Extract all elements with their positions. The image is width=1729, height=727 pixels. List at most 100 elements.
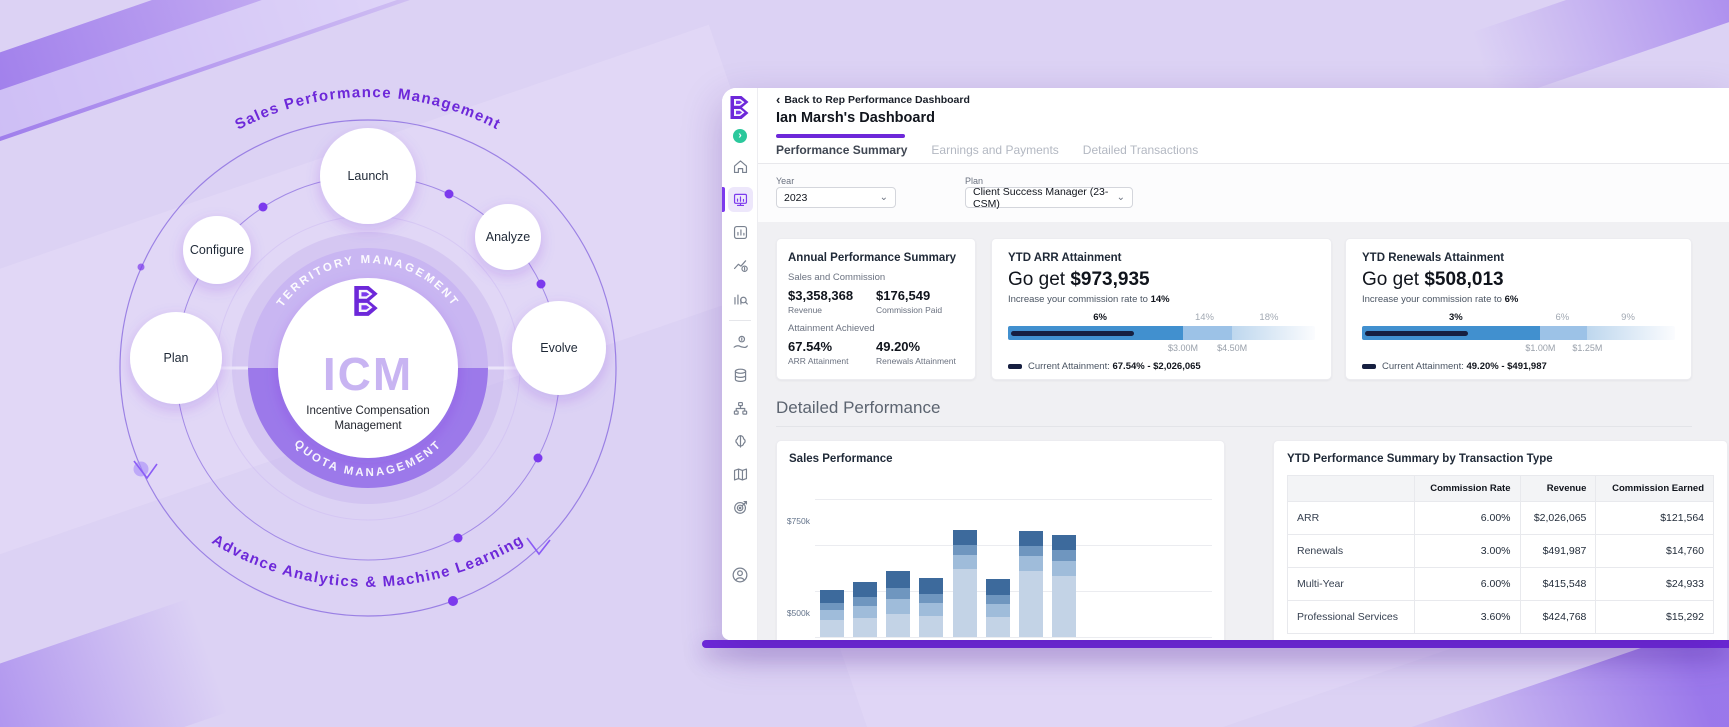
tab-earnings-and-payments[interactable]: Earnings and Payments <box>931 143 1059 157</box>
current-attainment-bar <box>1011 330 1134 336</box>
card-title: Annual Performance Summary <box>788 252 957 264</box>
bar-jun <box>985 579 1010 637</box>
transaction-type-table-card: YTD Performance Summary by Transaction T… <box>1273 440 1728 640</box>
bar-segment <box>919 578 944 594</box>
earnings-trend-icon <box>733 260 748 272</box>
ring-dots <box>137 189 546 606</box>
bar-segment <box>1019 545 1044 557</box>
commission-rate-hint: Increase your commission rate to 14% <box>1008 294 1170 305</box>
svg-text:Configure: Configure <box>190 243 244 257</box>
table-cell: $2,026,065 <box>1519 501 1597 535</box>
chevron-down-icon: ⌄ <box>1116 192 1125 203</box>
table-cell: $14,760 <box>1595 534 1714 568</box>
y-axis-label: $500k <box>786 608 810 618</box>
dashboard-bottom-accent-bar <box>702 640 1729 648</box>
sidebar-item-earnings-trend[interactable] <box>722 249 758 282</box>
header-divider <box>758 163 1729 164</box>
table-cell: 6.00% <box>1414 501 1521 535</box>
goals-icon <box>733 500 747 514</box>
year-select[interactable]: 2023 ⌄ <box>776 187 896 208</box>
tier-labels: 6% 14% 18% <box>1093 312 1279 323</box>
bar-aug <box>1052 534 1077 637</box>
section-label: Attainment Achieved <box>788 323 875 334</box>
year-label: Year <box>776 176 795 186</box>
sidebar-expand-toggle[interactable]: › <box>733 129 747 143</box>
table-row-professional-services: Professional Services 3.60% $424,768 $15,29… <box>1286 600 1714 634</box>
bar-segment <box>919 615 944 637</box>
bar-segment <box>952 545 977 556</box>
sidebar-item-home[interactable] <box>722 150 758 183</box>
territory-ring-half <box>248 248 488 368</box>
back-link[interactable]: ‹ Back to Rep Performance Dashboard <box>776 92 970 107</box>
rep-dashboard-icon <box>733 193 747 207</box>
section-label: Sales and Commission <box>788 272 886 283</box>
commission-rate-hint: Increase your commission rate to 6% <box>1362 294 1519 305</box>
home-icon <box>733 160 747 174</box>
user-avatar-icon[interactable] <box>731 566 749 589</box>
current-attainment-legend: Current Attainment: 67.54% - $2,026,065 <box>1008 361 1315 372</box>
table-cell: 3.00% <box>1414 534 1521 568</box>
svg-text:Analyze: Analyze <box>486 230 531 244</box>
bar-segment <box>985 579 1010 595</box>
brand-logo-icon <box>354 286 378 316</box>
bar-segment <box>886 599 911 614</box>
sidebar-item-hierarchy[interactable] <box>722 392 758 425</box>
table-cell: 3.60% <box>1414 600 1521 634</box>
bar-segment <box>852 617 877 637</box>
sidebar: › <box>722 88 758 640</box>
detailed-performance-heading: Detailed Performance <box>776 398 941 417</box>
column-header-commission-rate: Commission Rate <box>1414 475 1521 502</box>
sidebar-item-goals[interactable] <box>722 491 758 524</box>
bar-jan <box>819 590 844 637</box>
satellite-launch: Launch <box>320 128 416 224</box>
card-title: YTD Renewals Attainment <box>1362 252 1505 264</box>
sidebar-item-rep-dashboard[interactable] <box>722 183 758 216</box>
gridline: $750k <box>787 499 1212 526</box>
bar-segment <box>985 594 1010 604</box>
ytd-arr-attainment-card: YTD ARR Attainment Go get $973,935 Increas… <box>991 238 1332 380</box>
chevron-left-icon: ‹ <box>776 92 781 107</box>
current-attainment-bar <box>1365 330 1469 336</box>
ai-insights-icon <box>734 435 746 448</box>
tab-detailed-transactions[interactable]: Detailed Transactions <box>1082 143 1199 157</box>
sidebar-nav <box>722 150 758 524</box>
milestone-labels: $3.00M $4.50M <box>1167 343 1248 353</box>
bar-segment <box>886 588 911 600</box>
sidebar-item-territories[interactable] <box>722 458 758 491</box>
reports-icon <box>733 225 747 240</box>
y-axis-label: $750k <box>786 516 810 526</box>
bar-segment <box>1052 560 1077 577</box>
bar-segment <box>1052 549 1077 561</box>
data-icon <box>734 368 746 382</box>
sidebar-item-reports[interactable] <box>722 216 758 249</box>
territories-icon <box>733 468 747 481</box>
bar-chart-plot: $750k $500k $250k 0 <box>787 477 1212 638</box>
brand-logo-icon <box>730 96 749 119</box>
bar-segment <box>1019 570 1044 637</box>
sidebar-item-commissions[interactable] <box>722 326 758 359</box>
gridline: $250k <box>815 591 1212 592</box>
satellite-plan: Plan <box>130 312 222 404</box>
bar-segment <box>852 597 877 606</box>
plan-select[interactable]: Client Success Manager (23-CSM) ⌄ <box>965 186 1133 210</box>
revenue-metric: $3,358,368 Revenue <box>788 288 854 315</box>
title-underline <box>776 134 905 138</box>
column-header <box>1286 475 1416 502</box>
table-cell: $121,564 <box>1595 501 1714 535</box>
table-row-renewals: Renewals 3.00% $491,987 $14,760 <box>1286 534 1714 568</box>
bar-segment <box>919 593 944 603</box>
table-cell: 6.00% <box>1414 567 1521 601</box>
sidebar-item-ai-insights[interactable] <box>722 425 758 458</box>
table-cell: $415,548 <box>1519 567 1597 601</box>
table-row-multi-year: Multi-Year 6.00% $415,548 $24,933 <box>1286 567 1714 601</box>
tab-performance-summary[interactable]: Performance Summary <box>776 143 908 157</box>
sidebar-item-analytics-search[interactable] <box>722 282 758 315</box>
content-area: Annual Performance Summary Sales and Com… <box>758 222 1729 640</box>
performance-table: Commission Rate Revenue Commission Earned … <box>1286 475 1714 634</box>
sidebar-item-data[interactable] <box>722 359 758 392</box>
page-title: Ian Marsh's Dashboard <box>776 110 935 126</box>
icm-caption-line1: Incentive Compensation <box>306 405 429 417</box>
bar-segment <box>852 605 877 618</box>
svg-text:Plan: Plan <box>163 351 188 365</box>
